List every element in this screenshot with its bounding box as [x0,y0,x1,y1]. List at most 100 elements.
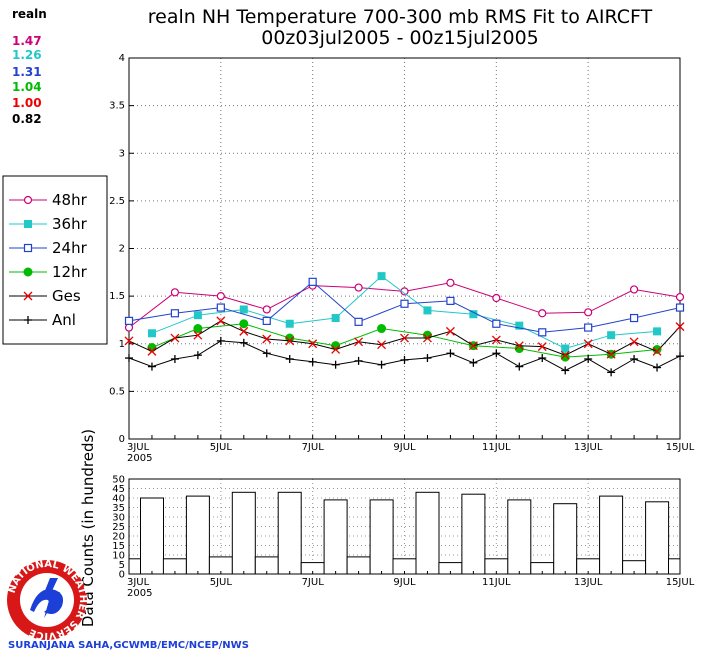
legend-label-48hr: 48hr [52,191,88,209]
series-point-36hr [607,331,616,340]
main-y-tick-label: 3 [119,148,125,159]
series-point-anl [400,355,409,364]
legend: 48hr 36hr 24hr 12hr Ges Anl [2,175,108,345]
summary-label: realn [12,7,47,21]
series-point-ges [583,339,593,349]
series-point-12hr [193,324,203,334]
bar-bars [128,491,681,575]
series-point-ges [285,336,295,346]
bar-y-tick-label: 20 [112,532,125,543]
bar-x-tick-label: 11JUL [482,577,511,588]
main-x-tick-label: 9JUL [393,442,416,453]
series-point-24hr [492,319,501,328]
series-point-ges [308,339,318,349]
bar-x-tick-sublabel: 2005 [127,588,152,599]
series-point-48hr [492,293,501,303]
series-point-48hr [584,308,593,317]
bar-count [415,491,440,575]
series-line-36hr [151,275,658,350]
series-point-48hr [354,283,363,292]
main-y-axis: 0 0.5 1 1.5 2 2.5 3 3.5 4 [109,53,134,445]
bar-y-tick-label: 10 [112,551,125,562]
chart-subtitle: 00z03jul2005 - 00z15jul2005 [261,27,539,49]
series-point-ges [170,333,180,343]
series-point-48hr [216,292,225,301]
series-point-anl [607,368,616,377]
series-48hr [124,278,685,332]
series-point-ges [331,345,341,354]
legend-marker-12hr [23,267,33,277]
bar-y-tick-label: 40 [112,494,125,505]
series-point-36hr [423,306,432,315]
main-x-tick-label: 7JUL [302,442,325,453]
series-point-anl [147,362,156,371]
logo-lightning [42,578,60,618]
series-point-anl [423,354,432,363]
main-y-tick-label: 1.5 [109,291,125,302]
bar-count [323,499,348,575]
series-point-24hr [538,328,547,337]
series-point-12hr [560,352,570,362]
bar-count [668,558,681,575]
series-point-24hr [170,309,180,318]
bar-count [461,493,486,575]
summary-value-24hr: 1.31 [12,65,42,79]
series-point-24hr [354,317,363,326]
main-y-tick-label: 2.5 [109,196,125,207]
series-point-anl [354,356,363,365]
series-point-anl [239,338,248,347]
main-y-tick-label: 0 [119,434,125,445]
series-point-24hr [124,316,134,325]
series-point-36hr [285,319,294,328]
bar-x-tick-label: 9JUL [393,577,416,588]
nws-logo-icon: NATIONAL WEATHER SERVICE [7,559,88,641]
series-point-24hr [446,296,455,305]
legend-label-ges: Ges [52,287,81,305]
main-x-tick-label: 11JUL [482,442,511,453]
series-point-ges [537,342,547,352]
summary-value-12hr: 1.04 [12,80,42,94]
legend-label-36hr: 36hr [52,215,88,233]
series-point-anl [653,363,662,372]
bar-x-tick-label: 5JUL [210,577,233,588]
series-point-36hr [239,305,248,314]
legend-item-24hr: 24hr [9,239,88,257]
main-y-tick-label: 0.5 [109,386,125,397]
bar-count [140,497,164,575]
series-point-anl [515,362,524,371]
series-point-36hr [469,310,478,319]
logo-inner-disc [20,573,74,627]
legend-frame [2,175,108,345]
legend-label-anl: Anl [52,311,76,329]
series-point-anl [125,354,133,363]
legend-items: 48hr 36hr 24hr 12hr Ges Anl [9,191,88,329]
bar-y-tick-label: 45 [112,484,125,495]
bar-y-tick-label: 50 [112,475,125,486]
legend-label-24hr: 24hr [52,239,88,257]
series-point-ges [514,341,524,351]
legend-item-ges: Ges [9,287,81,305]
bar-y-axis-label: Data Counts (in hundreds) [79,429,97,627]
series-point-ges [193,330,203,340]
bar-x-tick-label: 7JUL [302,577,325,588]
series-point-ges [422,333,432,343]
main-x-tick-sublabel: 2005 [127,453,152,464]
series-point-ges [147,346,157,356]
bar-y-tick-label: 25 [112,522,125,533]
bar-x-tick-label: 15JUL [666,577,695,588]
series-point-anl [561,366,570,375]
bar-y-tick-label: 0 [119,570,125,581]
series-point-48hr [170,288,180,297]
series-point-48hr [262,305,271,314]
series-point-anl [285,354,294,363]
series-point-anl [630,354,639,363]
summary-value-ges: 1.00 [12,96,42,110]
series-point-anl [676,352,684,361]
series-point-anl [469,358,478,367]
series-point-ges [675,322,685,332]
legend-label-12hr: 12hr [52,263,88,281]
series-point-ges [468,341,478,351]
series-point-ges [445,326,455,336]
